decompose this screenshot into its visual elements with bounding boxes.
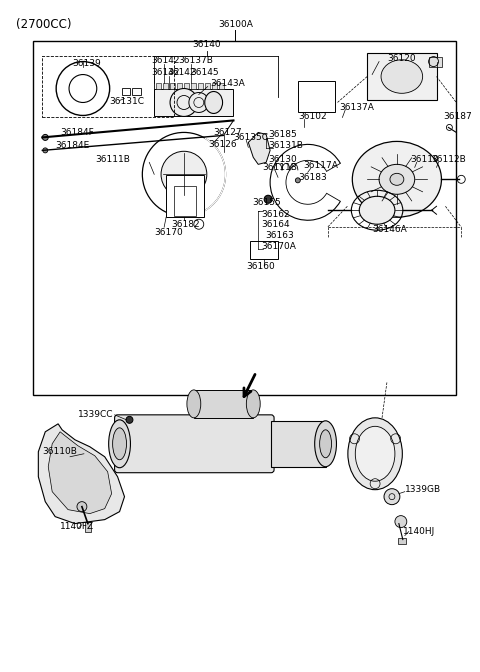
Text: 36146A: 36146A <box>372 224 407 234</box>
Text: 1339CC: 1339CC <box>78 411 113 419</box>
Ellipse shape <box>187 390 201 418</box>
Bar <box>271 421 325 467</box>
Text: 36187: 36187 <box>444 112 472 121</box>
Text: 36127: 36127 <box>214 128 242 137</box>
Text: 36155: 36155 <box>252 198 281 207</box>
Bar <box>250 241 278 259</box>
Bar <box>194 390 253 418</box>
Ellipse shape <box>381 60 423 93</box>
Text: 36137A: 36137A <box>339 103 374 112</box>
Text: 36160: 36160 <box>246 261 275 271</box>
Text: (2700CC): (2700CC) <box>15 17 71 31</box>
Text: 36143A: 36143A <box>211 79 245 88</box>
Ellipse shape <box>352 141 442 217</box>
Bar <box>429 56 443 67</box>
Ellipse shape <box>359 196 395 224</box>
Circle shape <box>143 132 226 216</box>
Text: 36183: 36183 <box>298 173 326 182</box>
Text: 36117A: 36117A <box>303 161 337 170</box>
Text: 36139: 36139 <box>72 59 101 68</box>
Text: 36100A: 36100A <box>218 20 253 29</box>
Text: 36111B: 36111B <box>262 163 297 172</box>
Circle shape <box>189 93 209 112</box>
Text: 36142: 36142 <box>167 68 195 77</box>
Ellipse shape <box>108 420 131 468</box>
Bar <box>212 83 216 89</box>
Bar <box>121 87 131 95</box>
Ellipse shape <box>355 426 395 481</box>
Text: 36142: 36142 <box>151 56 180 65</box>
Text: 36140: 36140 <box>192 40 221 49</box>
Text: 36182: 36182 <box>171 220 200 228</box>
Text: 36184F: 36184F <box>60 128 94 137</box>
Ellipse shape <box>348 418 402 490</box>
Ellipse shape <box>113 428 127 460</box>
Text: 1140HJ: 1140HJ <box>403 527 435 536</box>
Bar <box>184 83 189 89</box>
Circle shape <box>395 515 407 528</box>
Ellipse shape <box>320 430 332 458</box>
Text: 36135C: 36135C <box>233 133 268 142</box>
Text: 36126: 36126 <box>209 140 237 149</box>
Bar <box>166 175 204 217</box>
Bar <box>218 83 224 89</box>
Text: 1339GB: 1339GB <box>405 485 441 494</box>
Bar <box>191 83 196 89</box>
Text: 36170A: 36170A <box>261 242 296 251</box>
Text: 36145: 36145 <box>190 68 218 77</box>
Polygon shape <box>48 432 112 513</box>
Text: 36120: 36120 <box>387 54 416 63</box>
Bar <box>398 538 406 544</box>
Circle shape <box>295 178 300 183</box>
Text: 36131B: 36131B <box>268 141 303 150</box>
Bar <box>132 87 141 95</box>
Text: 36162: 36162 <box>261 210 290 219</box>
Text: 36130: 36130 <box>268 155 297 164</box>
Text: 36111B: 36111B <box>95 155 130 164</box>
Text: 36184E: 36184E <box>55 141 89 150</box>
Bar <box>198 83 203 89</box>
Circle shape <box>43 148 48 153</box>
Polygon shape <box>38 424 124 523</box>
Bar <box>154 89 233 116</box>
Bar <box>156 83 161 89</box>
Polygon shape <box>248 132 270 165</box>
Text: 36164: 36164 <box>261 220 290 228</box>
Text: 36163: 36163 <box>265 230 294 240</box>
Ellipse shape <box>315 421 336 467</box>
Bar <box>298 81 336 112</box>
Bar <box>174 186 196 216</box>
Text: 36102: 36102 <box>298 112 326 121</box>
Text: 36110B: 36110B <box>42 448 77 456</box>
Circle shape <box>77 502 87 511</box>
Bar <box>205 83 210 89</box>
Bar <box>85 521 91 532</box>
Circle shape <box>42 134 48 140</box>
Bar <box>163 83 168 89</box>
Text: 36185: 36185 <box>268 130 297 139</box>
Ellipse shape <box>379 165 415 194</box>
Text: 1140FZ: 1140FZ <box>60 522 94 531</box>
Circle shape <box>384 489 400 505</box>
Ellipse shape <box>205 91 223 114</box>
Bar <box>177 83 182 89</box>
Ellipse shape <box>246 390 260 418</box>
Text: 36170: 36170 <box>154 228 183 237</box>
Bar <box>367 52 436 101</box>
FancyBboxPatch shape <box>115 415 274 472</box>
Bar <box>170 83 175 89</box>
Ellipse shape <box>390 173 404 185</box>
Text: 36142: 36142 <box>151 68 180 77</box>
Circle shape <box>170 89 198 116</box>
Text: 36110: 36110 <box>411 155 440 164</box>
Text: 36137B: 36137B <box>178 56 213 65</box>
Circle shape <box>161 151 207 198</box>
Text: 36112B: 36112B <box>432 155 466 164</box>
Circle shape <box>126 417 133 423</box>
Circle shape <box>264 196 272 203</box>
Text: 36131C: 36131C <box>109 97 144 106</box>
Bar <box>34 40 456 395</box>
